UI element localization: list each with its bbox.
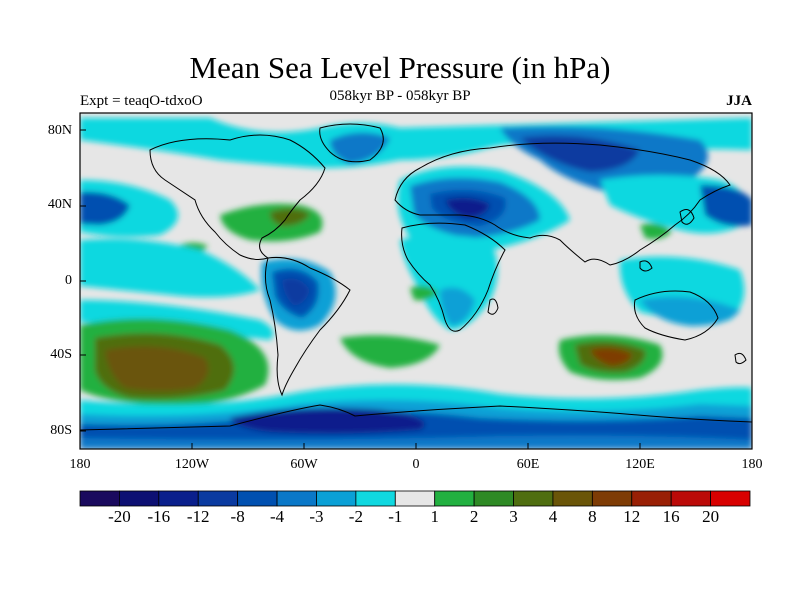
colorbar-swatch: [158, 490, 199, 507]
lat-label-80s: 80S: [50, 423, 72, 438]
colorbar-label: -8: [230, 507, 245, 526]
colorbar-swatch: [119, 490, 160, 507]
colorbar-label: 2: [469, 507, 479, 526]
colorbar-label: 1: [430, 507, 439, 526]
coastlines: [80, 123, 752, 431]
colorbar-label: -20: [108, 507, 131, 526]
lat-label-40n: 40N: [47, 197, 72, 212]
colorbar-label: 16: [662, 507, 680, 526]
lon-label-60w: 60W: [290, 457, 318, 472]
colorbar-swatch: [591, 490, 633, 507]
colorbar-swatch: [710, 490, 751, 507]
colorbar-label: 4: [548, 507, 558, 526]
experiment-label: Expt = teaqO-tdxoO: [80, 93, 203, 109]
colorbar-swatch: [434, 490, 475, 507]
lat-label-0: 0: [65, 273, 72, 288]
colorbar-swatch: [237, 490, 278, 507]
colorbar-swatch: [513, 490, 554, 507]
colorbar-swatch: [316, 490, 357, 507]
colorbar-swatch: [631, 490, 672, 507]
colorbar-swatch: [552, 490, 593, 507]
colorbar-label: 8: [588, 507, 597, 526]
colorbar-swatch: [473, 490, 514, 507]
lon-label-180e: 180: [741, 457, 763, 472]
axis-ticks: [79, 129, 753, 449]
colorbar-label: -2: [348, 507, 363, 526]
colorbar-label: -12: [186, 507, 210, 526]
colorbar-label: -1: [388, 507, 403, 526]
colorbar-label: 12: [623, 507, 641, 526]
colorbar-swatch: [394, 490, 436, 507]
colorbar: [79, 490, 751, 507]
colorbar-label: 3: [509, 507, 518, 526]
lat-label-40s: 40S: [50, 347, 72, 362]
colorbar-label: -4: [269, 507, 285, 526]
lon-label-120w: 120W: [174, 457, 210, 472]
period-label: 058kyr BP - 058kyr BP: [329, 88, 471, 104]
colorbar-swatch: [79, 490, 120, 507]
colorbar-label: 20: [702, 507, 720, 526]
lat-label-80n: 80N: [47, 123, 72, 138]
lon-label-180w: 180: [69, 457, 91, 472]
colorbar-swatch: [670, 490, 711, 507]
map-title: Mean Sea Level Pressure (in hPa): [189, 50, 611, 85]
colorbar-label: -16: [147, 507, 171, 526]
pressure-field: [80, 113, 752, 449]
season-label: JJA: [726, 93, 752, 109]
lon-label-0: 0: [412, 457, 420, 472]
colorbar-swatch: [197, 490, 239, 507]
colorbar-label: -3: [309, 507, 324, 526]
colorbar-swatch: [355, 490, 396, 507]
colorbar-swatch: [276, 490, 317, 507]
lon-label-120e: 120E: [625, 457, 655, 472]
lon-label-60e: 60E: [516, 457, 540, 472]
